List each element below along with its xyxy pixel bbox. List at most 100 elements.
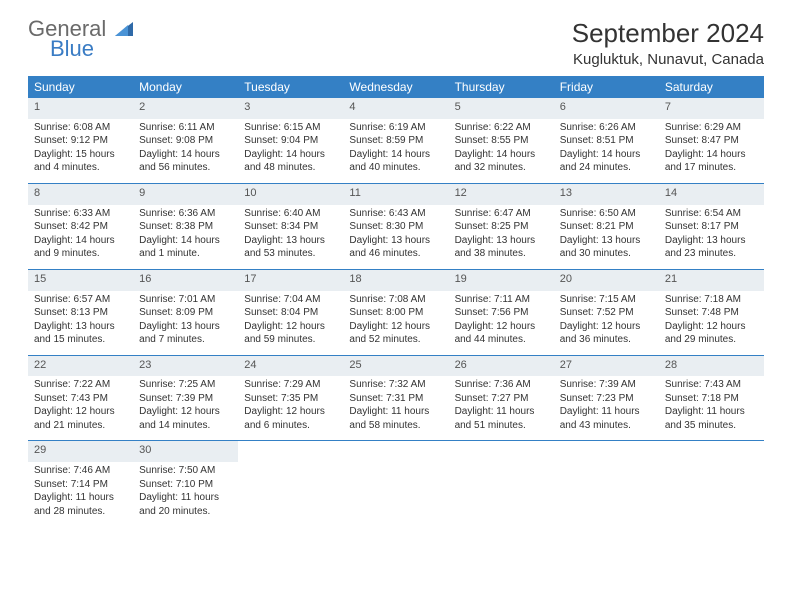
day-cell: Sunrise: 6:57 AMSunset: 8:13 PMDaylight:… [28, 291, 133, 356]
day-cell: Sunrise: 6:43 AMSunset: 8:30 PMDaylight:… [343, 205, 448, 270]
day-cell [554, 462, 659, 526]
day-number: 17 [244, 272, 337, 287]
d1-text: Daylight: 12 hours [139, 405, 232, 419]
sunset-text: Sunset: 7:52 PM [560, 306, 653, 320]
sunrise-text: Sunrise: 6:19 AM [349, 121, 442, 135]
d1-text: Daylight: 11 hours [349, 405, 442, 419]
day-number-cell: 1 [28, 98, 133, 119]
sunrise-text: Sunrise: 6:54 AM [665, 207, 758, 221]
day-number: 18 [349, 272, 442, 287]
day-cell: Sunrise: 7:04 AMSunset: 8:04 PMDaylight:… [238, 291, 343, 356]
sunset-text: Sunset: 7:56 PM [455, 306, 548, 320]
day-number: 3 [244, 100, 337, 115]
d1-text: Daylight: 13 hours [665, 234, 758, 248]
d2-text: and 58 minutes. [349, 419, 442, 433]
sunrise-text: Sunrise: 7:36 AM [455, 378, 548, 392]
day-number: 22 [34, 358, 127, 373]
sunset-text: Sunset: 8:00 PM [349, 306, 442, 320]
d1-text: Daylight: 11 hours [139, 491, 232, 505]
sunset-text: Sunset: 7:39 PM [139, 392, 232, 406]
calendar-page: General Blue September 2024 Kugluktuk, N… [0, 0, 792, 544]
day-number-cell [659, 441, 764, 462]
day-cell: Sunrise: 6:29 AMSunset: 8:47 PMDaylight:… [659, 119, 764, 184]
day-number-cell [343, 441, 448, 462]
day-number: 14 [665, 186, 758, 201]
day-number: 8 [34, 186, 127, 201]
daynum-row: 1234567 [28, 98, 764, 119]
sunset-text: Sunset: 7:27 PM [455, 392, 548, 406]
day-number: 7 [665, 100, 758, 115]
day-number-cell: 23 [133, 355, 238, 376]
day-header: Wednesday [343, 76, 448, 98]
sunrise-text: Sunrise: 7:32 AM [349, 378, 442, 392]
day-number-cell [449, 441, 554, 462]
day-cell: Sunrise: 6:19 AMSunset: 8:59 PMDaylight:… [343, 119, 448, 184]
sunrise-text: Sunrise: 7:46 AM [34, 464, 127, 478]
d1-text: Daylight: 14 hours [349, 148, 442, 162]
sunrise-text: Sunrise: 7:29 AM [244, 378, 337, 392]
d1-text: Daylight: 12 hours [665, 320, 758, 334]
sunset-text: Sunset: 9:04 PM [244, 134, 337, 148]
day-number: 29 [34, 443, 127, 458]
calendar-table: Sunday Monday Tuesday Wednesday Thursday… [28, 76, 764, 526]
d1-text: Daylight: 13 hours [244, 234, 337, 248]
day-number: 24 [244, 358, 337, 373]
day-number: 10 [244, 186, 337, 201]
day-number-cell: 3 [238, 98, 343, 119]
d1-text: Daylight: 11 hours [560, 405, 653, 419]
sunrise-text: Sunrise: 7:11 AM [455, 293, 548, 307]
day-number-cell: 22 [28, 355, 133, 376]
day-cell: Sunrise: 7:46 AMSunset: 7:14 PMDaylight:… [28, 462, 133, 526]
day-cell: Sunrise: 7:36 AMSunset: 7:27 PMDaylight:… [449, 376, 554, 441]
d2-text: and 56 minutes. [139, 161, 232, 175]
d1-text: Daylight: 13 hours [34, 320, 127, 334]
d1-text: Daylight: 13 hours [455, 234, 548, 248]
day-number-cell [238, 441, 343, 462]
brand-name-2: Blue [50, 38, 133, 60]
week-data-row: Sunrise: 6:08 AMSunset: 9:12 PMDaylight:… [28, 119, 764, 184]
sunset-text: Sunset: 8:34 PM [244, 220, 337, 234]
sunset-text: Sunset: 7:31 PM [349, 392, 442, 406]
day-number: 27 [560, 358, 653, 373]
sunrise-text: Sunrise: 7:50 AM [139, 464, 232, 478]
sunrise-text: Sunrise: 6:40 AM [244, 207, 337, 221]
sunrise-text: Sunrise: 6:47 AM [455, 207, 548, 221]
sunset-text: Sunset: 8:04 PM [244, 306, 337, 320]
day-number: 5 [455, 100, 548, 115]
week-data-row: Sunrise: 6:33 AMSunset: 8:42 PMDaylight:… [28, 205, 764, 270]
d1-text: Daylight: 12 hours [349, 320, 442, 334]
d2-text: and 14 minutes. [139, 419, 232, 433]
day-number-cell: 6 [554, 98, 659, 119]
day-header: Friday [554, 76, 659, 98]
day-number: 15 [34, 272, 127, 287]
day-cell: Sunrise: 7:32 AMSunset: 7:31 PMDaylight:… [343, 376, 448, 441]
day-header-row: Sunday Monday Tuesday Wednesday Thursday… [28, 76, 764, 98]
day-number: 4 [349, 100, 442, 115]
d1-text: Daylight: 13 hours [560, 234, 653, 248]
d2-text: and 24 minutes. [560, 161, 653, 175]
brand-logo: General Blue [28, 18, 133, 60]
page-header: General Blue September 2024 Kugluktuk, N… [28, 18, 764, 68]
day-number-cell: 20 [554, 269, 659, 290]
sunrise-text: Sunrise: 7:25 AM [139, 378, 232, 392]
sunset-text: Sunset: 8:09 PM [139, 306, 232, 320]
sunrise-text: Sunrise: 6:50 AM [560, 207, 653, 221]
sunset-text: Sunset: 7:23 PM [560, 392, 653, 406]
d1-text: Daylight: 14 hours [139, 148, 232, 162]
sunset-text: Sunset: 8:17 PM [665, 220, 758, 234]
sunset-text: Sunset: 7:10 PM [139, 478, 232, 492]
day-cell [449, 462, 554, 526]
d2-text: and 35 minutes. [665, 419, 758, 433]
day-number-cell [554, 441, 659, 462]
sunrise-text: Sunrise: 6:11 AM [139, 121, 232, 135]
day-cell: Sunrise: 7:08 AMSunset: 8:00 PMDaylight:… [343, 291, 448, 356]
d2-text: and 46 minutes. [349, 247, 442, 261]
day-header: Sunday [28, 76, 133, 98]
d1-text: Daylight: 14 hours [244, 148, 337, 162]
day-cell: Sunrise: 6:50 AMSunset: 8:21 PMDaylight:… [554, 205, 659, 270]
sunrise-text: Sunrise: 6:36 AM [139, 207, 232, 221]
day-number: 13 [560, 186, 653, 201]
day-number-cell: 30 [133, 441, 238, 462]
sunset-text: Sunset: 7:14 PM [34, 478, 127, 492]
sunset-text: Sunset: 7:35 PM [244, 392, 337, 406]
